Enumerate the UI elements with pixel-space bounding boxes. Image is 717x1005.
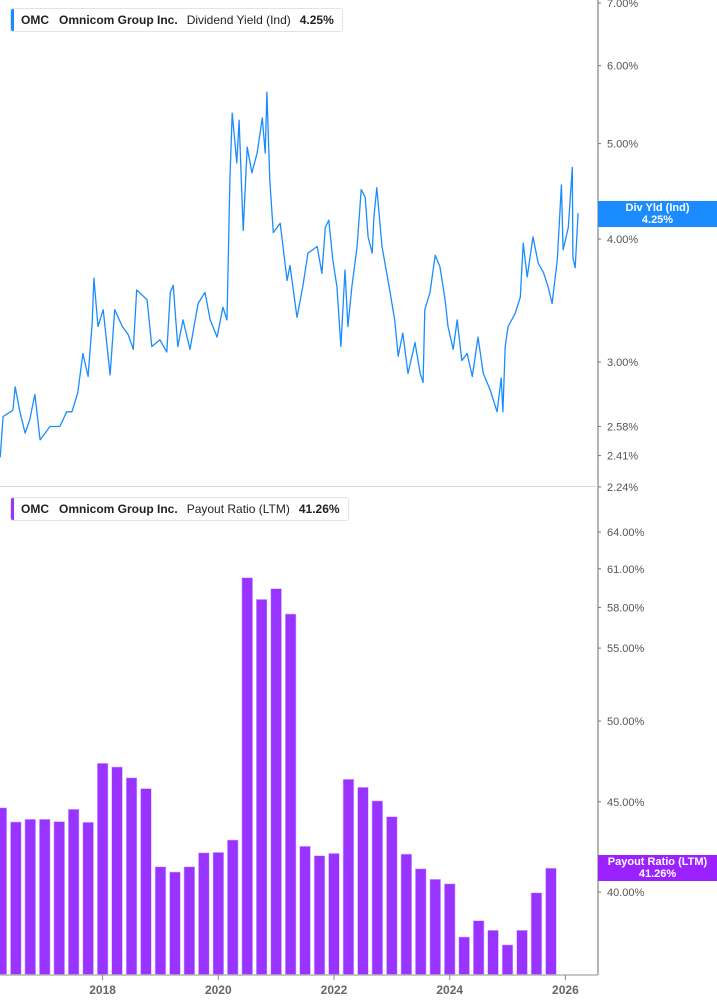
payout-bar — [0, 807, 7, 976]
payout-bar — [357, 786, 369, 976]
payout-bar — [284, 613, 297, 976]
bottom-y-tick-label: 45.00% — [607, 797, 645, 809]
payout-bar — [487, 929, 499, 976]
payout-bar — [313, 855, 326, 976]
payout-bar — [169, 871, 181, 976]
payout-ratio-value-badge: Payout Ratio (LTM) 41.26% — [598, 855, 717, 881]
payout-bar — [472, 920, 485, 976]
payout-bar — [444, 883, 456, 976]
payout-bar — [198, 852, 210, 976]
top-y-tick-label: 2.41% — [607, 451, 638, 463]
x-tick-label: 2022 — [321, 983, 348, 997]
payout-bar — [342, 778, 355, 976]
payout-bar — [39, 818, 51, 976]
legend-ticker: OMC — [21, 502, 49, 516]
legend-company: Omnicom Group Inc. — [59, 13, 178, 27]
payout-bar — [111, 766, 123, 976]
badge-label: Div Yld (Ind) — [625, 202, 690, 214]
payout-bar — [125, 777, 138, 976]
payout-bar — [458, 936, 470, 976]
payout-bar — [429, 878, 441, 976]
payout-bar — [241, 577, 253, 976]
top-y-tick-label: 4.00% — [607, 234, 638, 246]
x-tick-label: 2026 — [552, 983, 579, 997]
top-y-tick-label: 7.00% — [607, 0, 638, 10]
x-tick-label: 2020 — [205, 983, 232, 997]
bottom-y-tick-label: 58.00% — [607, 602, 645, 614]
payout-bar — [183, 866, 195, 976]
payout-bar — [516, 929, 528, 976]
top-y-tick-label: 3.00% — [607, 357, 638, 369]
payout-bar — [400, 853, 412, 976]
payout-bar — [154, 866, 167, 976]
payout-bar — [212, 852, 224, 976]
payout-bar — [10, 821, 22, 976]
payout-bar — [140, 788, 152, 976]
legend-ticker: OMC — [21, 13, 49, 27]
top-y-tick-label: 6.00% — [607, 61, 638, 73]
bottom-y-tick-label: 40.00% — [607, 887, 645, 899]
payout-ratio-bars — [0, 577, 557, 976]
top-y-tick-label: 2.58% — [607, 421, 638, 433]
payout-bar — [24, 818, 36, 976]
payout-bar — [328, 853, 340, 976]
payout-bar — [227, 839, 239, 976]
payout-bar — [530, 892, 543, 976]
top-y-tick-label: 2.24% — [607, 482, 638, 494]
legend-metric: Dividend Yield (Ind) — [186, 13, 291, 27]
payout-bar — [270, 588, 282, 976]
legend-value: 4.25% — [299, 13, 334, 27]
payout-bar — [386, 816, 398, 976]
axes: 7.00% 6.00% 5.00% 4.00% 3.00% 2.58% 2.41% 2.24%… — [0, 0, 645, 997]
bottom-legend: OMC Omnicom Group Inc. Payout Ratio (LTM… — [10, 497, 349, 521]
payout-bar — [415, 868, 427, 976]
dividend-yield-value-badge: Div Yld (Ind) 4.25% — [598, 201, 717, 227]
top-y-tick-label: 5.00% — [607, 139, 638, 151]
payout-bar — [97, 762, 109, 976]
bottom-y-tick-label: 55.00% — [607, 643, 645, 655]
badge-value: 41.26% — [638, 868, 677, 880]
payout-bar — [371, 800, 383, 976]
x-tick-label: 2018 — [89, 983, 116, 997]
payout-bar — [299, 845, 311, 976]
legend-color-marker — [11, 498, 14, 520]
payout-bar — [501, 944, 514, 976]
legend-color-marker — [11, 9, 14, 31]
x-tick-label: 2024 — [436, 983, 463, 997]
payout-bar — [82, 821, 94, 976]
bottom-y-tick-label: 64.00% — [607, 527, 645, 539]
payout-bar — [53, 821, 65, 976]
badge-value: 4.25% — [641, 214, 674, 226]
bottom-y-tick-label: 50.00% — [607, 716, 645, 728]
bottom-y-tick-label: 61.00% — [607, 564, 645, 576]
legend-metric: Payout Ratio (LTM) — [186, 502, 290, 516]
top-legend: OMC Omnicom Group Inc. Dividend Yield (I… — [10, 8, 343, 32]
payout-bar — [255, 599, 268, 976]
dividend-yield-series — [0, 91, 579, 458]
payout-bar — [545, 867, 557, 976]
payout-bar — [68, 808, 80, 976]
legend-company: Omnicom Group Inc. — [59, 502, 178, 516]
badge-label: Payout Ratio (LTM) — [607, 856, 708, 868]
dividend-yield-line — [0, 91, 579, 458]
legend-value: 41.26% — [298, 502, 340, 516]
